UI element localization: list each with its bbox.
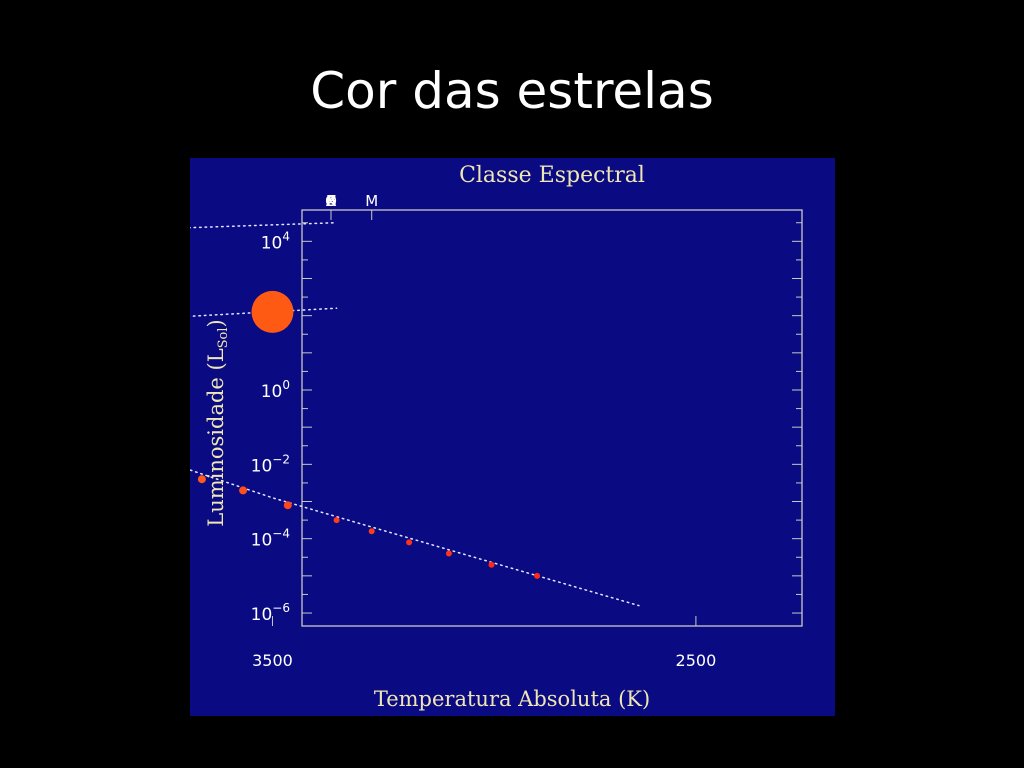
spectral-class-label: M bbox=[365, 192, 378, 210]
y-tick-label: 100 bbox=[261, 378, 290, 402]
y-tick-base: 10 bbox=[251, 456, 273, 476]
y-tick-exponent: −4 bbox=[272, 527, 290, 541]
star-point bbox=[445, 550, 452, 557]
star-point bbox=[239, 486, 248, 495]
spectral-class-label: O bbox=[325, 192, 337, 210]
y-tick-exponent: −6 bbox=[272, 601, 290, 615]
trend-line bbox=[190, 221, 338, 229]
y-tick-exponent: −2 bbox=[272, 452, 290, 466]
star-point bbox=[197, 475, 206, 484]
plot-frame bbox=[301, 209, 803, 627]
trend-line bbox=[190, 469, 640, 607]
y-tick-label: 10−6 bbox=[251, 601, 290, 625]
y-tick-label: 10−2 bbox=[251, 452, 290, 476]
star-point bbox=[534, 572, 541, 579]
y-tick-base: 10 bbox=[251, 605, 273, 625]
star-point bbox=[488, 561, 495, 568]
star-point bbox=[368, 528, 375, 535]
spectral-class-label: A bbox=[326, 192, 337, 210]
spectral-class-label: F bbox=[327, 192, 336, 210]
star-point bbox=[283, 501, 292, 510]
x-tick-label: 2500 bbox=[676, 651, 717, 670]
y-axis-label-main: Luminosidade (L bbox=[204, 348, 228, 526]
spectral-class-label: B bbox=[326, 192, 336, 210]
star-point bbox=[406, 539, 413, 546]
y-axis-label-close: ) bbox=[204, 319, 228, 327]
y-tick-label: 104 bbox=[261, 229, 290, 253]
chart-title: Classe Espectral bbox=[459, 163, 645, 188]
x-axis-label: Temperatura Absoluta (K) bbox=[374, 687, 650, 711]
hr-diagram-chart: 10410210010−210−410−62000014000100007000… bbox=[190, 158, 835, 716]
y-tick-exponent: 0 bbox=[282, 378, 290, 392]
x-tick-label: 3500 bbox=[252, 651, 293, 670]
y-tick-label: 10−4 bbox=[251, 527, 290, 551]
star-point bbox=[333, 517, 340, 524]
spectral-class-label: G bbox=[325, 192, 337, 210]
y-tick-exponent: 4 bbox=[282, 229, 290, 243]
spectral-class-label: K bbox=[326, 192, 337, 210]
slide-title: Cor das estrelas bbox=[310, 62, 714, 120]
y-tick-base: 10 bbox=[261, 382, 283, 402]
y-tick-base: 10 bbox=[251, 531, 273, 551]
y-tick-base: 10 bbox=[261, 233, 283, 253]
chart-panel-background bbox=[190, 158, 835, 716]
y-axis-label-subscript: Sol bbox=[216, 327, 231, 348]
star-point bbox=[251, 290, 294, 333]
y-axis-label: Luminosidade (LSol) bbox=[204, 319, 231, 527]
